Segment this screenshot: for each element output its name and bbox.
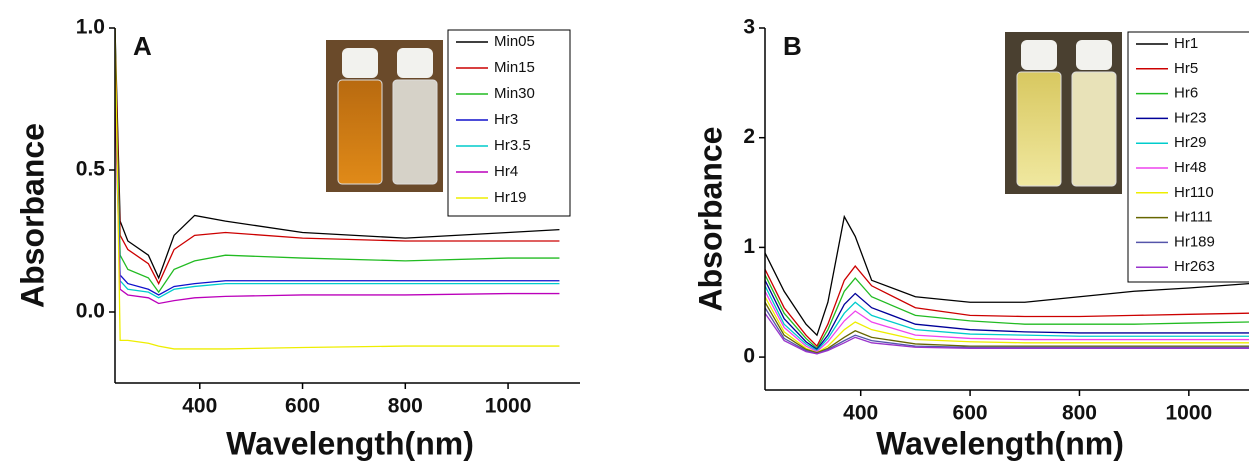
legend-label: Hr189: [1174, 233, 1215, 250]
x-tick-label: 600: [953, 402, 988, 425]
panel-label: A: [133, 31, 152, 61]
legend-label: Min05: [494, 33, 535, 50]
legend-box: [447, 29, 571, 217]
legend-label: Min15: [494, 59, 535, 76]
x-tick-label: 400: [843, 402, 878, 425]
legend-label: Hr263: [1174, 258, 1215, 275]
spectrum-line: [765, 214, 1249, 337]
spectrum-line: [115, 98, 560, 305]
y-axis-label: Absorbance: [692, 127, 728, 312]
spectrum-line: [115, 84, 560, 299]
y-tick-label: 0: [743, 345, 755, 368]
spectrum-line: [115, 28, 560, 350]
spectrum-line: [765, 274, 1249, 350]
x-tick-label: 1000: [1165, 402, 1212, 425]
vial-cap: [1021, 40, 1057, 70]
spectrum-line: [765, 307, 1249, 355]
spectrum-line: [765, 296, 1249, 354]
x-tick-label: 800: [388, 395, 423, 418]
spectrum-line: [115, 70, 560, 296]
y-tick-label: 0.0: [76, 300, 105, 323]
vial-body: [1016, 71, 1062, 187]
legend-label: Hr3.5: [494, 137, 531, 154]
vial-cap: [1076, 40, 1112, 70]
spectrum-line: [765, 285, 1249, 352]
legend-label: Hr4: [494, 163, 518, 180]
y-tick-label: 2: [743, 125, 755, 148]
legend-label: Hr29: [1174, 134, 1207, 151]
legend-label: Min30: [494, 85, 535, 102]
spectrum-line: [115, 28, 560, 280]
vial-cap: [342, 48, 378, 78]
legend-label: Hr23: [1174, 109, 1207, 126]
y-tick-label: 3: [743, 16, 755, 39]
x-tick-label: 1000: [485, 395, 532, 418]
spectrum-line: [115, 56, 560, 294]
x-axis-label: Wavelength(nm): [876, 425, 1124, 461]
legend-label: Hr5: [1174, 60, 1198, 77]
vial-body: [392, 79, 438, 185]
x-tick-label: 400: [182, 395, 217, 418]
x-tick-label: 600: [285, 395, 320, 418]
y-tick-label: 0.5: [76, 158, 106, 181]
legend-label: Hr111: [1174, 209, 1213, 226]
legend-label: Hr3: [494, 111, 518, 128]
legend-box: [1127, 31, 1249, 283]
vial-cap: [397, 48, 433, 78]
legend-label: Hr48: [1174, 159, 1207, 176]
spectrum-line: [765, 290, 1249, 353]
vial-body: [337, 79, 383, 185]
spectrum-line: [115, 42, 560, 286]
y-tick-label: 1.0: [76, 16, 105, 39]
vial-body: [1071, 71, 1117, 187]
spectrum-line: [765, 312, 1249, 355]
legend-label: Hr19: [494, 189, 527, 206]
spectrum-line: [765, 280, 1249, 351]
spectrum-line: [765, 265, 1249, 348]
spectrum-line: [765, 301, 1249, 354]
legend-label: Hr110: [1174, 184, 1214, 201]
y-axis-label: Absorbance: [14, 123, 50, 308]
x-tick-label: 800: [1062, 402, 1097, 425]
panel-label: B: [783, 31, 802, 61]
legend-label: Hr6: [1174, 85, 1198, 102]
legend-label: Hr1: [1174, 35, 1198, 52]
x-axis-label: Wavelength(nm): [226, 425, 474, 461]
y-tick-label: 1: [743, 235, 755, 258]
